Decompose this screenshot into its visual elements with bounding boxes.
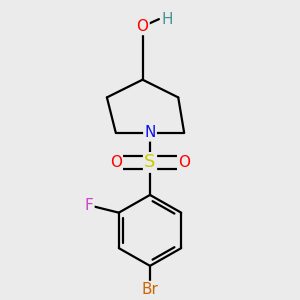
Text: H: H (161, 12, 173, 27)
Text: O: O (136, 19, 148, 34)
Text: O: O (110, 155, 122, 170)
Text: S: S (144, 153, 156, 171)
Text: N: N (144, 125, 156, 140)
Text: O: O (178, 155, 190, 170)
Text: F: F (85, 198, 93, 213)
Text: Br: Br (142, 282, 158, 297)
